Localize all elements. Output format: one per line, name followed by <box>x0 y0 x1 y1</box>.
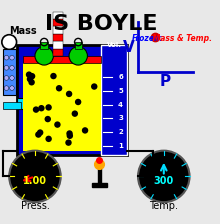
Circle shape <box>28 79 35 86</box>
Text: Mass & Temp.: Mass & Temp. <box>150 34 212 43</box>
Circle shape <box>27 76 33 82</box>
Circle shape <box>75 99 81 105</box>
Text: Press.: Press. <box>20 201 50 211</box>
Circle shape <box>72 110 78 117</box>
Circle shape <box>4 86 9 90</box>
Circle shape <box>35 47 53 65</box>
Text: V: V <box>123 40 135 55</box>
Circle shape <box>10 76 14 80</box>
Bar <box>3 102 21 109</box>
Circle shape <box>82 127 88 134</box>
Circle shape <box>45 136 52 142</box>
Text: 5: 5 <box>118 88 123 94</box>
Circle shape <box>138 151 190 202</box>
Bar <box>53 49 62 56</box>
Bar <box>23 63 101 151</box>
Circle shape <box>66 91 72 97</box>
Bar <box>16 98 35 109</box>
Circle shape <box>50 73 57 79</box>
Circle shape <box>44 116 51 122</box>
Circle shape <box>38 105 45 111</box>
Bar <box>97 166 101 183</box>
Text: 6: 6 <box>118 74 123 80</box>
Circle shape <box>26 71 32 78</box>
Text: 300: 300 <box>154 176 174 186</box>
Circle shape <box>2 35 16 50</box>
Bar <box>3 50 16 95</box>
Text: Mass: Mass <box>9 26 37 36</box>
Circle shape <box>37 129 43 136</box>
Bar <box>101 45 127 155</box>
Bar <box>53 19 62 26</box>
Text: 1: 1 <box>118 143 123 149</box>
Circle shape <box>4 55 9 60</box>
Circle shape <box>65 139 72 146</box>
Circle shape <box>66 130 73 137</box>
Circle shape <box>10 55 14 60</box>
Circle shape <box>10 66 14 70</box>
Text: Temp.: Temp. <box>149 201 178 211</box>
Text: P: P <box>160 74 171 89</box>
Circle shape <box>56 85 62 91</box>
Circle shape <box>67 133 73 139</box>
Bar <box>75 42 82 49</box>
Text: 2: 2 <box>118 129 123 135</box>
Text: 4: 4 <box>118 102 123 108</box>
Circle shape <box>91 83 97 90</box>
Circle shape <box>4 66 9 70</box>
Circle shape <box>9 151 61 202</box>
Bar <box>23 56 101 63</box>
Circle shape <box>29 73 35 80</box>
Circle shape <box>35 131 42 138</box>
Text: Vol.: Vol. <box>107 42 122 48</box>
Text: Frozen:: Frozen: <box>132 34 163 43</box>
Bar <box>53 34 62 41</box>
Circle shape <box>4 76 9 80</box>
Bar <box>16 45 127 155</box>
Text: 1.00: 1.00 <box>23 176 47 186</box>
Circle shape <box>54 121 61 128</box>
Bar <box>53 41 62 49</box>
Bar <box>53 12 62 19</box>
Text: IS BOYLE: IS BOYLE <box>45 14 158 34</box>
Circle shape <box>45 104 52 111</box>
Bar <box>40 42 48 49</box>
Circle shape <box>69 47 87 65</box>
Text: 3: 3 <box>118 115 123 121</box>
Circle shape <box>33 106 39 113</box>
Bar <box>92 183 107 187</box>
Bar <box>53 26 62 34</box>
Circle shape <box>10 86 14 90</box>
